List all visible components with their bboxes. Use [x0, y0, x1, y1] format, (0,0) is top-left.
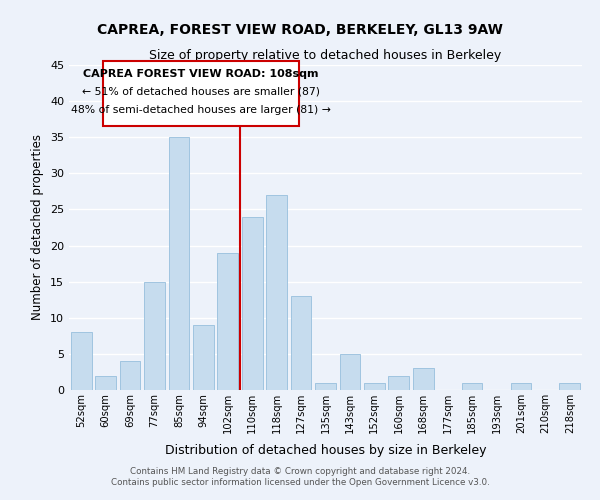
Bar [266, 195, 287, 390]
Bar [559, 383, 580, 390]
Bar [364, 383, 385, 390]
Bar [95, 376, 116, 390]
Bar [340, 354, 361, 390]
Text: CAPREA FOREST VIEW ROAD: 108sqm: CAPREA FOREST VIEW ROAD: 108sqm [83, 68, 319, 78]
FancyBboxPatch shape [103, 62, 299, 126]
Bar [413, 368, 434, 390]
Bar [217, 253, 238, 390]
Bar [169, 137, 190, 390]
Bar [193, 325, 214, 390]
Text: 48% of semi-detached houses are larger (81) →: 48% of semi-detached houses are larger (… [71, 104, 331, 115]
Y-axis label: Number of detached properties: Number of detached properties [31, 134, 44, 320]
Bar [388, 376, 409, 390]
Text: CAPREA, FOREST VIEW ROAD, BERKELEY, GL13 9AW: CAPREA, FOREST VIEW ROAD, BERKELEY, GL13… [97, 22, 503, 36]
Bar [119, 361, 140, 390]
Bar [315, 383, 336, 390]
Title: Size of property relative to detached houses in Berkeley: Size of property relative to detached ho… [149, 50, 502, 62]
Bar [290, 296, 311, 390]
Bar [71, 332, 92, 390]
Text: Contains HM Land Registry data © Crown copyright and database right 2024.: Contains HM Land Registry data © Crown c… [130, 467, 470, 476]
Text: ← 51% of detached houses are smaller (87): ← 51% of detached houses are smaller (87… [82, 86, 320, 97]
Bar [511, 383, 532, 390]
Bar [461, 383, 482, 390]
Bar [242, 216, 263, 390]
Bar [144, 282, 165, 390]
X-axis label: Distribution of detached houses by size in Berkeley: Distribution of detached houses by size … [165, 444, 486, 458]
Text: Contains public sector information licensed under the Open Government Licence v3: Contains public sector information licen… [110, 478, 490, 487]
